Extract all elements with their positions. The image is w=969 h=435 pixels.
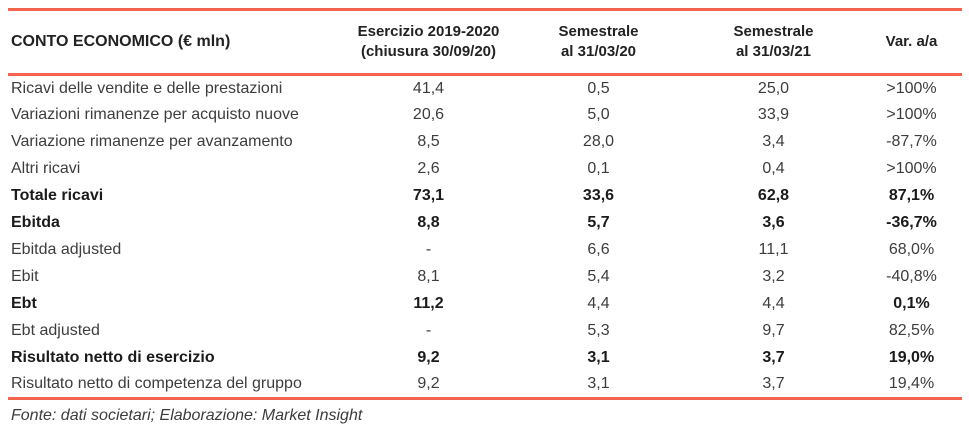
cell-value: 33,6	[582, 187, 615, 204]
column-header-line1: Esercizio 2019-2020	[357, 23, 500, 40]
column-header-semestrale-31-03-20: Semestrale al 31/03/20	[511, 10, 686, 75]
row-label: Ebt	[11, 295, 37, 312]
cell-value: 62,8	[757, 187, 790, 204]
cell-value: >100%	[886, 106, 937, 123]
cell-value: 5,4	[587, 268, 610, 285]
cell-value: 73,1	[412, 187, 445, 204]
column-header-line2: al 31/03/20	[560, 43, 637, 60]
cell-value: 3,2	[762, 268, 785, 285]
cell-value: 5,3	[587, 322, 610, 339]
cell-value: -	[425, 322, 432, 339]
cell-value: 0,1	[587, 160, 610, 177]
cell-value: 3,7	[762, 375, 785, 393]
cell-value: 8,8	[417, 214, 440, 231]
cell-value: 3,7	[762, 349, 785, 366]
row-label: Ebt adjusted	[11, 322, 100, 339]
row-label: Altri ricavi	[11, 160, 81, 177]
cell-value: 3,4	[762, 133, 785, 150]
source-note: Fonte: dati societari; Elaborazione: Mar…	[11, 407, 363, 424]
cell-value: -	[425, 241, 432, 258]
cell-value: 3,1	[587, 349, 610, 366]
table-row: Totale ricavi 73,1 33,6 62,8 87,1%	[8, 183, 962, 210]
row-label: Risultato netto di esercizio	[11, 349, 215, 366]
row-label: Ricavi delle vendite e delle prestazioni	[11, 79, 283, 97]
column-header-line2: al 31/03/21	[735, 43, 812, 60]
cell-value: 19,0%	[888, 349, 935, 366]
cell-value: -36,7%	[886, 214, 937, 231]
cell-value: 20,6	[412, 106, 445, 123]
row-label: Variazioni rimanenze per acquisto nuove	[11, 106, 299, 123]
cell-value: 8,5	[417, 133, 440, 150]
column-header-line1: Semestrale	[733, 23, 814, 40]
table-row: Ricavi delle vendite e delle prestazioni…	[8, 75, 962, 102]
table-title: CONTO ECONOMICO (€ mln)	[11, 33, 231, 50]
cell-value: 0,5	[587, 79, 610, 97]
cell-value: >100%	[886, 79, 937, 97]
cell-value: 5,7	[587, 214, 610, 231]
column-header-line1: Semestrale	[558, 23, 639, 40]
row-label: Ebitda	[11, 214, 60, 231]
cell-value: 4,4	[762, 295, 785, 312]
cell-value: 19,4%	[888, 375, 935, 393]
cell-value: 2,6	[417, 160, 440, 177]
row-label: Ebitda adjusted	[11, 241, 122, 258]
cell-value: 9,7	[762, 322, 785, 339]
table-row: Variazione rimanenze per avanzamento 8,5 2…	[8, 129, 962, 156]
table-row: Ebitda adjusted - 6,6 11,1 68,0%	[8, 237, 962, 264]
row-label: Totale ricavi	[11, 187, 104, 204]
table-row: Ebt adjusted - 5,3 9,7 82,5%	[8, 318, 962, 345]
cell-value: 3,1	[587, 375, 610, 393]
table-row: Ebit 8,1 5,4 3,2 -40,8%	[8, 264, 962, 291]
cell-value: 11,2	[413, 295, 444, 312]
cell-value: 5,0	[587, 106, 610, 123]
column-header-line2: (chiusura 30/09/20)	[360, 43, 497, 60]
cell-value: 87,1%	[888, 187, 935, 204]
cell-value: 6,6	[587, 241, 610, 258]
cell-value: 9,2	[417, 349, 440, 366]
cell-value: 0,4	[762, 160, 785, 177]
row-label: Risultato netto di competenza del gruppo	[11, 375, 302, 393]
cell-value: 9,2	[417, 375, 440, 393]
table-row: Variazioni rimanenze per acquisto nuove 2…	[8, 102, 962, 129]
table-row: Ebt 11,2 4,4 4,4 0,1%	[8, 291, 962, 318]
cell-value: 33,9	[757, 106, 790, 123]
cell-value: 0,1%	[893, 295, 930, 312]
column-header-semestrale-31-03-21: Semestrale al 31/03/21	[686, 10, 861, 75]
cell-value: 8,1	[417, 268, 440, 285]
cell-value: 28,0	[582, 133, 615, 150]
table-row: Altri ricavi 2,6 0,1 0,4 >100%	[8, 156, 962, 183]
table-row: Risultato netto di esercizio 9,2 3,1 3,7 19,…	[8, 345, 962, 372]
header-row: CONTO ECONOMICO (€ mln) Esercizio 2019-2…	[8, 9, 962, 75]
cell-value: 41,4	[412, 79, 445, 97]
cell-value: -40,8%	[886, 268, 937, 285]
cell-value: 4,4	[587, 295, 610, 312]
cell-value: 68,0%	[888, 241, 935, 258]
cell-value: 11,1	[758, 241, 789, 258]
column-header-var-aa: Var. a/a	[885, 33, 938, 50]
cell-value: 3,6	[762, 214, 785, 231]
cell-value: 25,0	[757, 79, 790, 97]
row-label: Variazione rimanenze per avanzamento	[11, 133, 293, 150]
table-row: Risultato netto di competenza del gruppo…	[8, 372, 962, 399]
column-header-esercizio-2019-2020: Esercizio 2019-2020 (chiusura 30/09/20)	[346, 10, 511, 75]
row-label: Ebit	[11, 268, 39, 285]
cell-value: 82,5%	[888, 322, 935, 339]
cell-value: -87,7%	[886, 133, 937, 150]
table-row: Ebitda 8,8 5,7 3,6 -36,7%	[8, 210, 962, 237]
income-statement-table: CONTO ECONOMICO (€ mln) Esercizio 2019-2…	[8, 8, 962, 400]
cell-value: >100%	[886, 160, 937, 177]
